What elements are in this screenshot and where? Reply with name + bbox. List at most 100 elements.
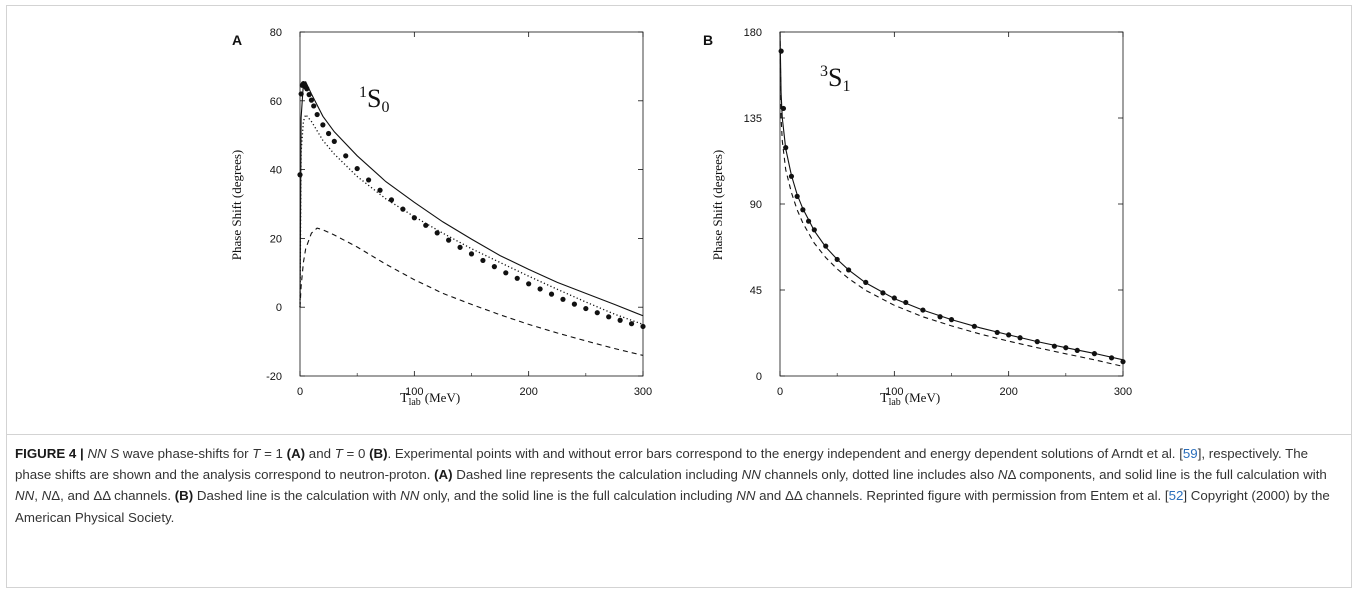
data-point-b: [780, 105, 787, 112]
caption-label: FIGURE 4 |: [15, 446, 84, 461]
data-point-a: [314, 111, 320, 118]
caption-text-run: Δ, and ΔΔ channels.: [51, 488, 175, 504]
data-point-b: [880, 290, 886, 296]
data-point-a: [366, 177, 372, 183]
dotted-line-a: [299, 113, 644, 326]
series-b: [778, 31, 1126, 367]
panel-letter-b: B: [703, 32, 713, 48]
data-point-a: [325, 130, 332, 137]
caption-text-run: channels only, dotted line includes also: [760, 467, 998, 483]
caption-divider: [6, 434, 1352, 435]
y-axis-label-a: Phase Shift (degrees): [229, 150, 244, 260]
data-point-b: [1034, 339, 1040, 345]
caption-text-run: = 1: [260, 446, 287, 461]
y-tick-label-a: 40: [270, 165, 282, 177]
caption-text-run: (A): [434, 467, 453, 483]
data-point-a: [583, 305, 589, 312]
y-axis-label-b: Phase Shift (degrees): [710, 150, 725, 260]
figure-frame: [6, 5, 1352, 588]
x-tick-label-a: 300: [634, 386, 652, 398]
caption-text-run: . Experimental points with and without e…: [387, 446, 1183, 461]
data-point-a: [423, 222, 429, 228]
y-tick-label-b: 45: [750, 285, 762, 297]
y-tick-label-a: 80: [270, 27, 282, 39]
data-point-b: [805, 218, 812, 224]
data-point-a: [400, 206, 406, 212]
caption-text-run: T: [252, 446, 261, 461]
y-tick-label-b: 0: [756, 371, 762, 383]
caption-text-run: and: [305, 446, 335, 461]
data-point-a: [503, 270, 509, 276]
data-point-b: [994, 329, 1000, 336]
data-point-a: [537, 286, 543, 292]
y-tick-label-a: 0: [276, 302, 282, 314]
caption-text-run: and ΔΔ channels. Reprinted figure with p…: [755, 488, 1169, 504]
x-tick-label-b: 100: [885, 386, 903, 398]
data-point-a: [331, 138, 337, 144]
data-point-a: [411, 215, 417, 221]
data-point-b: [1074, 347, 1080, 353]
data-point-b: [971, 323, 977, 329]
x-axis-label-b: Tlab (MeV): [880, 390, 940, 408]
data-point-a: [560, 296, 566, 302]
dashed-line-a: [299, 227, 644, 356]
caption-text-run: NN: [741, 467, 761, 483]
figure-caption: FIGURE 4 | NN S wave phase-shifts for T …: [15, 443, 1340, 528]
data-point-b: [800, 207, 806, 213]
data-point-a: [628, 321, 635, 327]
x-tick-label-a: 0: [297, 386, 303, 398]
data-point-a: [571, 301, 578, 307]
data-point-b: [1006, 332, 1012, 338]
y-tick-label-a: 60: [270, 96, 282, 108]
data-point-b: [1063, 345, 1069, 351]
axis-ticks-b: 0 100 200 300 0 45 90 135 180: [744, 27, 1133, 398]
data-point-b: [937, 314, 943, 320]
data-point-a: [304, 86, 310, 92]
data-point-a: [308, 97, 315, 103]
data-point-a: [480, 257, 486, 264]
caption-body: NN S wave phase-shifts for T = 1 (A) and…: [15, 446, 1330, 525]
data-point-a: [297, 172, 303, 178]
caption-text-run: N: [997, 467, 1008, 483]
x-tick-label-b: 300: [1114, 386, 1132, 398]
data-point-a: [491, 264, 497, 270]
data-point-b: [811, 227, 817, 233]
data-point-a: [617, 317, 623, 323]
caption-text-run: (B): [174, 488, 194, 504]
y-tick-label-a: -20: [266, 371, 282, 383]
state-label-1s0: 1S0: [359, 84, 389, 116]
citation-link[interactable]: 52: [1168, 488, 1184, 504]
data-point-b: [823, 243, 829, 249]
data-point-a: [548, 291, 555, 297]
data-point-b: [834, 256, 840, 263]
caption-text-run: ] Copyright (2000) by the American Physi…: [15, 488, 1330, 525]
solid-line-a: [299, 81, 644, 317]
data-point-a: [526, 281, 532, 287]
plot-area-a: [299, 31, 644, 377]
caption-text-run: Dashed line is the calculation with: [193, 488, 401, 504]
data-point-a: [354, 165, 360, 172]
data-point-b: [948, 317, 955, 323]
data-point-b: [903, 299, 909, 306]
data-point-a: [306, 92, 312, 98]
caption-text-run: Dashed line represents the calculation i…: [452, 467, 742, 483]
x-tick-label-a: 100: [405, 386, 423, 398]
series-a: [297, 81, 646, 356]
caption-text-run: N: [41, 488, 52, 504]
y-tick-label-a: 20: [270, 233, 282, 245]
data-point-a: [343, 153, 349, 159]
y-tick-label-b: 90: [750, 199, 762, 211]
data-point-a: [377, 187, 383, 193]
data-point-b: [846, 267, 852, 273]
data-point-b: [1108, 355, 1115, 361]
data-point-b: [1017, 335, 1023, 341]
data-point-b: [1051, 343, 1057, 349]
caption-text-run: T: [334, 446, 343, 461]
panel-a: A Phase Shift (degrees) Tlab (MeV) 1S0 0 1…: [229, 27, 652, 408]
data-point-b: [1091, 351, 1098, 357]
data-point-a: [446, 237, 452, 243]
caption-text-run: NN: [15, 488, 35, 504]
caption-text-run: NN: [736, 488, 756, 504]
caption-text-run: NN: [400, 488, 420, 504]
citation-link[interactable]: 59: [1182, 446, 1198, 461]
